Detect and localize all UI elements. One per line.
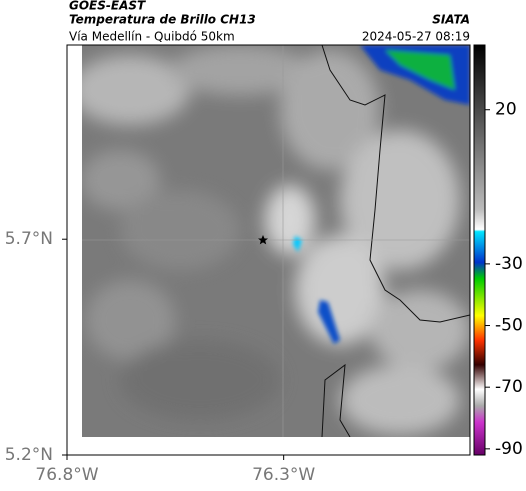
y-tick-label: 5.2°N [5,445,53,465]
colorbar-tick-label: -30 [495,254,523,274]
subtitle: Vía Medellín - Quibdó 50km [69,30,235,44]
colorbar [473,44,486,456]
title: Temperatura de Brillo CH13 [69,13,256,27]
y-tick-label: 5.7°N [5,229,53,249]
x-tick-label: 76.8°W [35,465,98,485]
satellite: GOES-EAST [69,0,146,13]
location-star [258,235,268,245]
x-tick-label: 76.3°W [252,465,315,485]
timestamp: 2024-05-27 08:19 [362,30,470,44]
map-frame [66,44,471,456]
colorbar-tick-label: 20 [495,100,517,120]
colorbar-tick-label: -50 [495,316,523,336]
satellite-image [82,45,470,437]
colorbar-tick-label: -70 [495,377,523,397]
source: SIATA [432,13,470,27]
colorbar-tick-label: -90 [495,439,523,459]
